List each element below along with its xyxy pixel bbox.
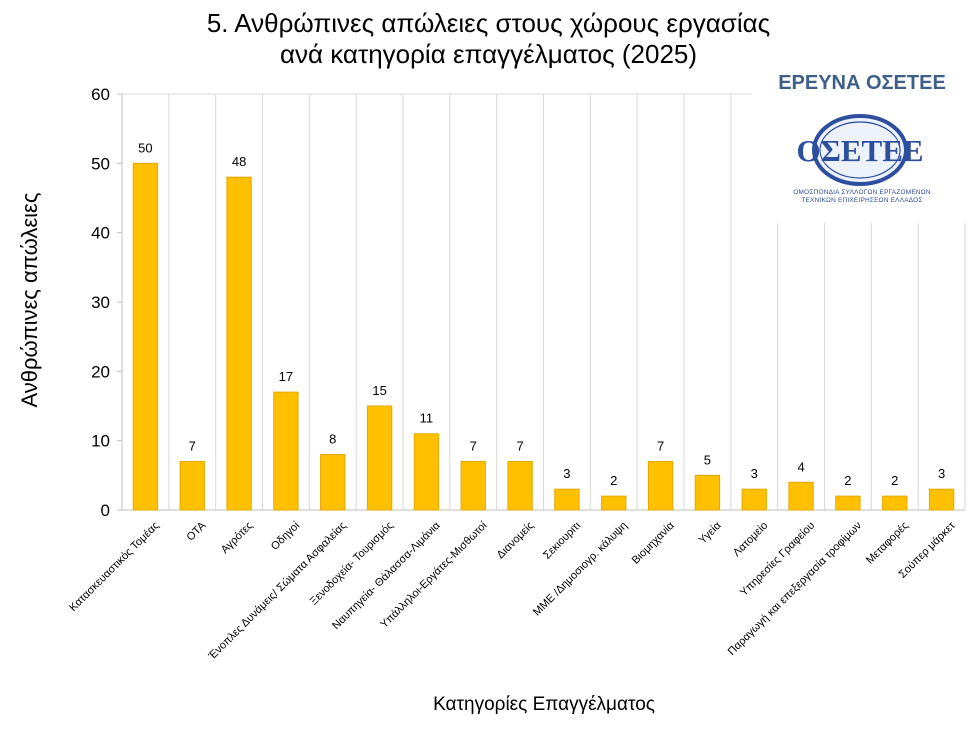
y-tick-label: 60 bbox=[91, 85, 110, 104]
category-label: Λατομείο bbox=[731, 520, 770, 559]
data-label: 17 bbox=[279, 369, 293, 384]
logo-subtitle-line1: ΟΜΟΣΠΟΝΔΙΑ ΣΥΛΛΟΓΩΝ ΕΡΓΑΖΟΜΕΝΩΝ bbox=[793, 189, 931, 196]
y-tick-label: 10 bbox=[91, 432, 110, 451]
bar bbox=[460, 460, 486, 511]
category-label: Κατασκευαστικός Τομέας bbox=[67, 520, 161, 614]
category-label: Αγρότες bbox=[219, 520, 255, 556]
data-label: 7 bbox=[189, 438, 196, 453]
category-label: Σεκιουριτι bbox=[541, 519, 583, 561]
data-label: 7 bbox=[470, 438, 477, 453]
data-label: 3 bbox=[563, 466, 570, 481]
bar bbox=[835, 495, 861, 511]
bar bbox=[507, 460, 533, 511]
y-tick-label: 50 bbox=[91, 154, 110, 173]
data-label: 7 bbox=[516, 438, 523, 453]
chart-title: 5. Ανθρώπινες απώλειες στους χώρους εργα… bbox=[0, 8, 977, 70]
osetee-emblem: ΟΣΕΤΕΕ bbox=[796, 114, 924, 186]
x-axis-label: Κατηγορίες Επαγγέλματος bbox=[433, 694, 655, 715]
data-label: 2 bbox=[610, 473, 617, 488]
data-label: 15 bbox=[372, 383, 386, 398]
bar bbox=[179, 460, 205, 511]
bar bbox=[882, 495, 908, 511]
category-label: Οδηγοί bbox=[269, 519, 303, 553]
chart-title-line1: 5. Ανθρώπινες απώλειες στους χώρους εργα… bbox=[206, 8, 771, 38]
y-tick-label: 20 bbox=[91, 362, 110, 381]
category-label: ΟΤΑ bbox=[185, 519, 209, 543]
bar bbox=[226, 176, 252, 511]
category-label: ΜΜΕ /Δημοσιογρ. κάλυψη bbox=[531, 520, 630, 619]
data-label: 5 bbox=[704, 452, 711, 467]
bar bbox=[273, 391, 299, 511]
category-label: Ξενοδοχεία- Τουρισμός bbox=[308, 520, 396, 608]
bar bbox=[132, 162, 159, 511]
logo-subtitle: ΟΜΟΣΠΟΝΔΙΑ ΣΥΛΛΟΓΩΝ ΕΡΓΑΖΟΜΕΝΩΝ ΤΕΧΝΙΚΩΝ… bbox=[752, 189, 972, 205]
bar bbox=[320, 454, 346, 511]
bar bbox=[554, 488, 580, 511]
y-tick-label: 0 bbox=[101, 501, 110, 520]
data-label: 8 bbox=[329, 432, 336, 447]
bar bbox=[928, 488, 955, 511]
data-label: 48 bbox=[232, 154, 246, 169]
osetee-logo: ΕΡΕΥΝΑ ΟΣΕΤΕΕ ΟΣΕΤΕΕ ΟΜΟΣΠΟΝΔΙΑ ΣΥΛΛΟΓΩΝ… bbox=[752, 67, 972, 223]
logo-emblem-text: ΟΣΕΤΕΕ bbox=[796, 133, 923, 168]
logo-subtitle-line2: ΤΕΧΝΙΚΩΝ ΕΠΙΧΕΙΡΗΣΕΩΝ ΕΛΛΑΔΟΣ bbox=[801, 197, 923, 204]
bar bbox=[366, 405, 393, 511]
bar bbox=[647, 460, 674, 511]
category-label: Μεταφορές bbox=[864, 520, 911, 567]
data-label: 3 bbox=[938, 466, 945, 481]
data-label: 7 bbox=[657, 438, 664, 453]
data-label: 4 bbox=[797, 459, 804, 474]
category-label: Υγεία bbox=[697, 519, 724, 546]
y-tick-label: 40 bbox=[91, 224, 110, 243]
bar bbox=[694, 474, 721, 511]
data-label: 50 bbox=[138, 140, 152, 155]
category-label: Βιομηχανία bbox=[630, 519, 677, 566]
data-label: 11 bbox=[420, 411, 434, 426]
bar bbox=[601, 495, 627, 511]
bar bbox=[788, 481, 814, 511]
data-label: 3 bbox=[751, 466, 758, 481]
data-label: 2 bbox=[891, 473, 898, 488]
logo-title: ΕΡΕΥΝΑ ΟΣΕΤΕΕ bbox=[778, 72, 946, 94]
category-label: Διανομείς bbox=[495, 520, 537, 562]
y-tick-label: 30 bbox=[91, 293, 110, 312]
bar bbox=[741, 488, 767, 511]
y-axis-label: Ανθρώπινες απώλειες bbox=[17, 192, 42, 408]
bar bbox=[413, 433, 440, 511]
data-label: 2 bbox=[844, 473, 851, 488]
chart-title-line2: ανά κατηγορία επαγγέλματος (2025) bbox=[279, 39, 698, 69]
